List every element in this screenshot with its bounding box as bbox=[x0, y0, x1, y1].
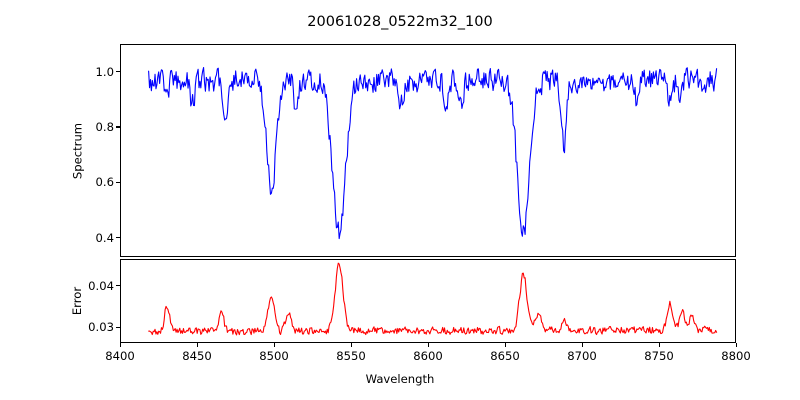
x-tick-mark bbox=[658, 343, 660, 347]
x-tick-label: 8650 bbox=[490, 349, 520, 363]
x-axis-label: Wavelength bbox=[365, 372, 435, 386]
x-tick-label: 8500 bbox=[259, 349, 289, 363]
x-tick-mark bbox=[273, 343, 275, 347]
y-tick-label-spectrum: 0.4 bbox=[95, 230, 114, 245]
y-tick-label-spectrum: 0.6 bbox=[95, 175, 114, 190]
y-tick-mark-spectrum bbox=[116, 181, 120, 183]
y-tick-mark-error bbox=[116, 326, 120, 328]
x-tick-mark bbox=[196, 343, 198, 347]
spectrum-data-line bbox=[148, 66, 718, 240]
y-tick-label-error: 0.04 bbox=[88, 278, 114, 293]
y-tick-mark-spectrum bbox=[116, 126, 120, 128]
x-tick-label: 8700 bbox=[567, 349, 597, 363]
y-tick-mark-spectrum bbox=[116, 71, 120, 73]
x-tick-label: 8600 bbox=[413, 349, 443, 363]
y-tick-mark-error bbox=[116, 285, 120, 287]
page-title: 20061028_0522m32_100 bbox=[307, 14, 493, 30]
x-tick-mark bbox=[119, 343, 121, 347]
x-tick-label: 8550 bbox=[336, 349, 366, 363]
y-tick-mark-spectrum bbox=[116, 237, 120, 239]
spectrum-plot-area bbox=[148, 66, 718, 240]
error-plot-area bbox=[148, 262, 718, 336]
x-tick-mark bbox=[735, 343, 737, 347]
spectrum-panel bbox=[120, 44, 736, 257]
x-tick-label: 8800 bbox=[721, 349, 751, 363]
x-tick-mark bbox=[504, 343, 506, 347]
y-tick-label-error: 0.03 bbox=[88, 320, 114, 335]
x-tick-mark bbox=[350, 343, 352, 347]
y-tick-label-spectrum: 1.0 bbox=[95, 64, 114, 79]
y-tick-label-spectrum: 0.8 bbox=[95, 119, 114, 134]
x-tick-mark bbox=[427, 343, 429, 347]
x-tick-label: 8450 bbox=[182, 349, 212, 363]
error-panel bbox=[120, 259, 736, 343]
x-tick-mark bbox=[581, 343, 583, 347]
x-tick-label: 8750 bbox=[644, 349, 674, 363]
error-data-line bbox=[148, 262, 718, 336]
x-tick-label: 8400 bbox=[105, 349, 135, 363]
